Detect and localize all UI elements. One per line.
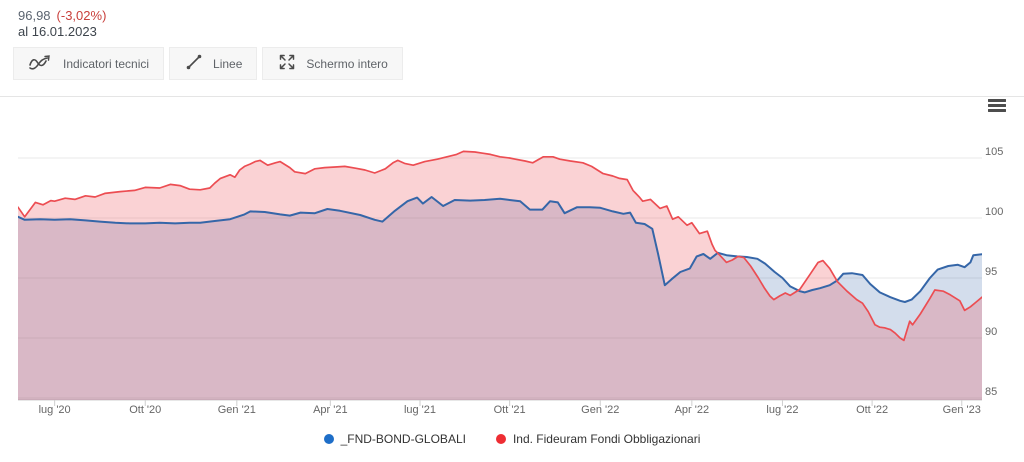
index-series-label: Ind. Fideuram Fondi Obbligazionari: [512, 432, 701, 446]
fullscreen-label: Schermo intero: [306, 56, 388, 71]
x-axis-label: Gen '22: [581, 404, 620, 416]
chart-plot-area[interactable]: [18, 97, 982, 409]
lines-label: Linee: [213, 56, 243, 71]
x-axis-label: lug '21: [403, 404, 437, 416]
hamburger-menu-icon[interactable]: [988, 99, 1006, 114]
fund-series-label: _FND-BOND-GLOBALI: [340, 432, 466, 446]
technical-indicators-label: Indicatori tecnici: [63, 56, 150, 71]
lines-button[interactable]: Linee: [169, 47, 258, 80]
technical-indicators-button[interactable]: Indicatori tecnici: [13, 47, 165, 80]
fullscreen-button[interactable]: Schermo intero: [262, 47, 403, 80]
x-axis-label: lug '22: [766, 404, 799, 416]
chart-toolbar: Indicatori tecnici Linee Sc: [13, 47, 403, 80]
x-axis-label: Ott '21: [493, 404, 526, 416]
legend-item-index[interactable]: Ind. Fideuram Fondi Obbligazionari: [495, 432, 701, 446]
as-of-date: al 16.01.2023: [18, 24, 97, 39]
x-axis-label: Apr '21: [313, 404, 348, 416]
fund-series-dot: [323, 434, 334, 444]
x-axis-label: Ott '20: [129, 404, 162, 416]
x-axis-label: Apr '22: [674, 404, 710, 416]
separator-line: [0, 96, 1024, 97]
chart-legend: _FND-BOND-GLOBALI Ind. Fideuram Fondi Ob…: [0, 432, 1024, 446]
y-axis-label: 85: [985, 386, 998, 398]
x-axis-label: Gen '23: [942, 404, 981, 416]
x-axis-label: Gen '21: [217, 404, 256, 416]
y-axis-label: 95: [985, 266, 998, 278]
trend-line-icon: [184, 52, 204, 75]
x-axis-label: Ott '22: [856, 404, 889, 416]
y-axis-label: 90: [985, 326, 998, 338]
price-change-percent: (-3,02%): [56, 8, 107, 23]
legend-item-fund[interactable]: _FND-BOND-GLOBALI: [323, 432, 466, 446]
price-row: 96,98 (-3,02%): [18, 8, 106, 23]
y-axis-label: 100: [985, 206, 1004, 218]
last-price: 96,98: [18, 8, 51, 23]
index-series-dot: [495, 434, 506, 444]
technical-indicators-icon: [28, 52, 54, 75]
x-axis-label: lug '20: [38, 404, 71, 416]
fullscreen-icon: [277, 52, 297, 75]
y-axis-label: 105: [985, 146, 1004, 158]
